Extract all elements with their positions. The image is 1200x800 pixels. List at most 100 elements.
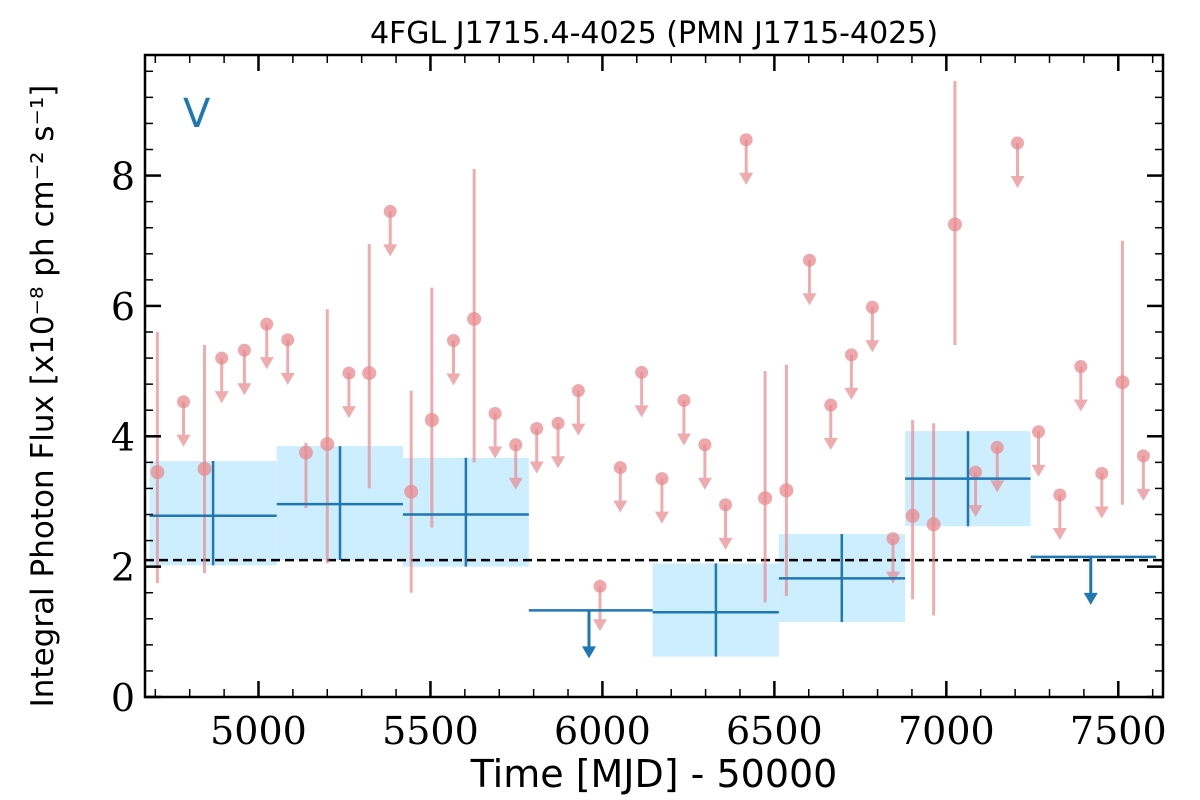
axes-frame: [143, 53, 1165, 699]
short-bin-upper-limit-arrow-33: [1136, 455, 1151, 501]
corner-label: V: [183, 91, 211, 137]
y-tick-label-0: 0: [111, 676, 135, 720]
short-bin-upper-limit-arrow-30: [1052, 494, 1067, 540]
short-bin-upper-limit-arrow-14: [613, 467, 628, 513]
y-tick-label-3: 6: [111, 285, 135, 329]
short-bin-upper-limit-arrow-2: [237, 350, 252, 396]
short-bin-upper-limit-arrow-30-head: [1052, 527, 1067, 540]
short-bin-upper-limit-arrow-3: [259, 324, 274, 370]
short-bin-upper-limit-arrow-21: [802, 260, 817, 306]
short-bin-upper-limit-arrow-28: [1010, 142, 1025, 188]
short-bin-upper-limit-arrow-19: [718, 504, 733, 550]
long-bin-upper-limit-arrow-1: [1083, 556, 1098, 605]
y-axis-label: Integral Photon Flux [x10⁻⁸ ph cm⁻² s⁻¹]: [25, 85, 61, 708]
short-bin-upper-limit-arrow-17: [676, 400, 691, 446]
short-bin-upper-limit-arrow-23: [844, 354, 859, 400]
short-bin-upper-limit-arrow-7-head: [446, 373, 461, 386]
short-bin-upper-limit-arrow-33-head: [1136, 488, 1151, 501]
short-bin-upper-limit-arrow-10: [529, 428, 544, 474]
short-bin-upper-limit-arrow-18-head: [697, 477, 712, 490]
short-bin-upper-limit-arrow-15: [634, 372, 649, 418]
short-bin-point-8: [758, 491, 773, 506]
short-bin-upper-limit-arrow-22-head: [823, 438, 838, 451]
short-bin-upper-limit-arrow-12: [571, 390, 586, 436]
short-bin-point-10: [905, 508, 920, 523]
short-bin-upper-limit-arrow-31: [1073, 366, 1088, 412]
short-bin-upper-limit-arrow-6-head: [383, 244, 398, 257]
short-bin-upper-limit-arrow-0: [176, 401, 191, 447]
short-bin-upper-limit-arrow-5: [341, 373, 356, 419]
short-bin-upper-limit-arrow-23-head: [844, 387, 859, 400]
x-tick-label-5: 7500: [1070, 709, 1167, 753]
short-bin-upper-limit-arrow-6: [383, 211, 398, 257]
short-bin-point-9: [779, 483, 794, 498]
short-bin-point-6: [424, 412, 439, 427]
short-bin-upper-limit-arrow-3-head: [259, 357, 274, 370]
short-bin-upper-limit-arrow-5-head: [341, 406, 356, 419]
short-bin-upper-limit-arrow-4: [280, 339, 295, 385]
long-bin-upper-limit-arrow-0: [581, 610, 596, 659]
y-tick-label-2: 4: [111, 415, 135, 459]
x-tick-label-2: 6000: [554, 709, 651, 753]
short-bin-point-0: [150, 465, 165, 480]
short-bin-point-1: [197, 461, 212, 476]
short-bin-upper-limit-arrow-16-head: [654, 511, 669, 524]
short-bin-upper-limit-arrow-27: [990, 447, 1005, 493]
short-bin-upper-limit-arrow-9: [508, 444, 523, 490]
short-bin-upper-limit-arrow-24: [865, 307, 880, 353]
y-tick-label-1: 2: [111, 546, 135, 590]
x-tick-label-0: 5000: [210, 709, 307, 753]
short-bin-point-7: [467, 311, 482, 326]
short-bin-upper-limit-arrow-28-head: [1010, 175, 1025, 188]
long-bin-upper-limit-arrow-1-head: [1083, 592, 1098, 605]
short-bin-upper-limit-arrow-29-head: [1031, 464, 1046, 477]
short-bin-upper-limit-arrow-17-head: [676, 433, 691, 446]
short-bin-upper-limit-arrow-11: [551, 423, 566, 469]
short-bin-upper-limit-arrow-31-head: [1073, 399, 1088, 412]
short-bin-upper-limit-arrow-1: [214, 358, 229, 404]
short-bin-upper-limit-arrow-18: [697, 444, 712, 490]
short-bin-upper-limit-arrow-4-head: [280, 372, 295, 385]
short-bin-point-13: [1115, 375, 1130, 390]
short-bin-upper-limit-arrow-1-head: [214, 391, 229, 404]
short-bin-point-12: [947, 217, 962, 232]
x-tick-label-1: 5500: [382, 709, 479, 753]
short-bin-upper-limit-arrow-0-head: [176, 434, 191, 447]
y-tick-label-4: 8: [111, 155, 135, 199]
short-bin-upper-limit-arrow-20: [739, 139, 754, 185]
plot-area: [145, 81, 1163, 659]
short-bin-point-5: [404, 484, 419, 499]
short-bin-point-11: [926, 517, 941, 532]
short-bin-upper-limit-arrow-29: [1031, 431, 1046, 477]
x-tick-label-4: 7000: [898, 709, 995, 753]
short-bin-upper-limit-arrow-9-head: [508, 477, 523, 490]
short-bin-upper-limit-arrow-32-head: [1094, 506, 1109, 519]
short-bin-upper-limit-arrow-12-head: [571, 423, 586, 436]
short-bin-upper-limit-arrow-21-head: [802, 293, 817, 306]
x-axis-label: Time [MJD] - 50000: [470, 752, 838, 796]
short-bin-upper-limit-arrow-32: [1094, 473, 1109, 519]
long-bin-upper-limit-arrow-0-head: [581, 646, 596, 659]
short-bin-upper-limit-arrow-7: [446, 340, 461, 386]
short-bin-point-3: [320, 437, 335, 452]
short-bin-upper-limit-arrow-11-head: [551, 456, 566, 469]
short-bin-upper-limit-arrow-13-head: [593, 619, 608, 632]
short-bin-upper-limit-arrow-22: [823, 405, 838, 451]
short-bin-upper-limit-arrow-13: [593, 586, 608, 632]
short-bin-upper-limit-arrow-10-head: [529, 461, 544, 474]
short-bin-upper-limit-arrow-19-head: [718, 537, 733, 550]
short-bin-point-2: [298, 445, 313, 460]
x-tick-label-3: 6500: [726, 709, 823, 753]
short-bin-upper-limit-arrow-16: [654, 478, 669, 524]
chart-title: 4FGL J1715.4-4025 (PMN J1715-4025): [370, 16, 938, 51]
short-bin-upper-limit-arrow-2-head: [237, 383, 252, 396]
short-bin-upper-limit-arrow-8-head: [488, 446, 503, 459]
short-bin-upper-limit-arrow-8: [488, 413, 503, 459]
short-bin-point-4: [362, 366, 377, 381]
short-bin-upper-limit-arrow-14-head: [613, 500, 628, 513]
short-bin-upper-limit-arrow-27-head: [990, 480, 1005, 493]
axes: V 5000 5500 6000 6500 7000 7500 0 2 4 6 8: [111, 53, 1167, 753]
short-bin-upper-limit-arrow-26-head: [968, 505, 983, 518]
short-bin-upper-limit-arrow-24-head: [865, 340, 880, 353]
